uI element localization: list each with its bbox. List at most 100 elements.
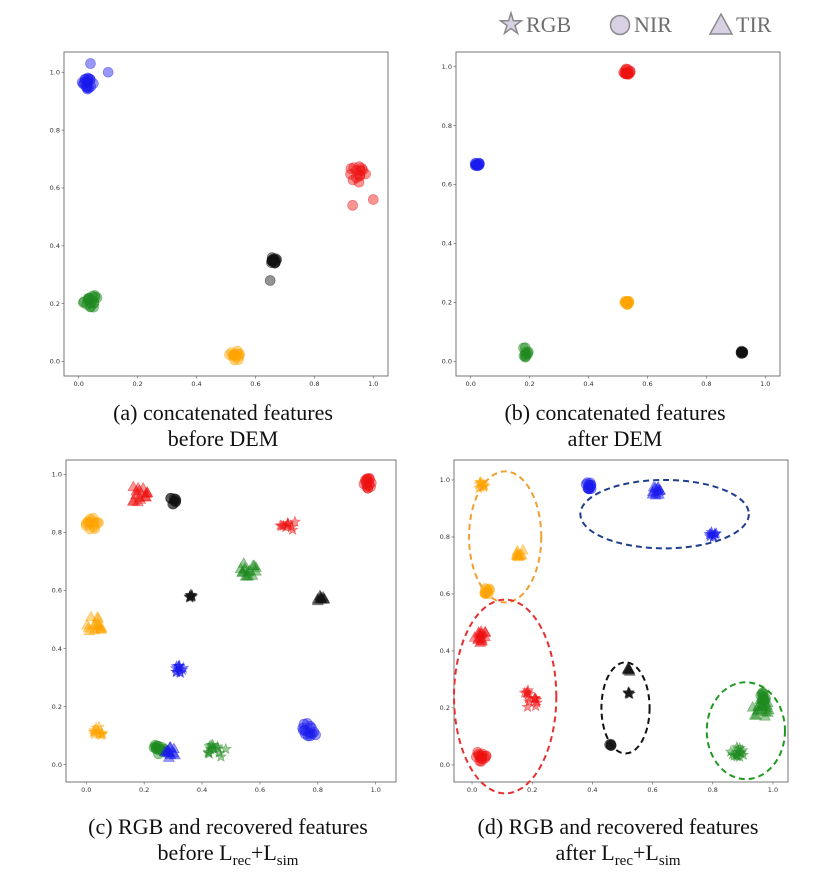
data-point-star	[704, 527, 717, 539]
cluster-blue-triangle	[646, 480, 666, 500]
cluster-green-triangle	[234, 557, 262, 581]
scatter-plot-d: 0.0 0.2 0.4 0.6 0.8 1.0 0.0 0.2 0.4 0.6 0.8 1.0	[440, 459, 789, 795]
x-tick-label: 0.2	[139, 786, 149, 794]
caption-b: (b) concatenated features after DEM	[450, 400, 780, 452]
cluster-orange-star	[87, 720, 109, 741]
cluster-blue-circle	[580, 477, 597, 495]
legend: RGB NIR TIR	[498, 10, 772, 37]
y-tick-label: 1.0	[50, 68, 60, 76]
data-point-circle	[88, 521, 100, 533]
data-point-circle	[304, 730, 316, 742]
data-point-star	[736, 744, 749, 756]
data-point-circle	[79, 73, 91, 85]
y-tick-label: 0.2	[50, 300, 60, 308]
data-point-circle	[298, 718, 310, 730]
cluster-ellipse	[579, 478, 750, 550]
plot-frame	[455, 51, 781, 377]
y-tick-label: 1.0	[52, 471, 62, 479]
data-point-triangle	[750, 708, 763, 720]
y-tick-label: 0.2	[440, 704, 450, 712]
y-tick-label: 0.0	[440, 761, 450, 769]
data-point-star	[214, 750, 228, 762]
cluster-black-triangle	[621, 662, 636, 676]
data-point-triangle	[479, 626, 492, 637]
caption-c-line2: before Lrec+Lsim	[157, 840, 299, 869]
cluster-green-star	[724, 740, 750, 762]
y-tick-label: 0.0	[50, 358, 60, 366]
cluster-orange-circle	[80, 512, 104, 535]
cluster-black-circle	[165, 492, 182, 510]
data-point-circle	[621, 299, 633, 310]
caption-d: (d) RGB and recovered features after Lre…	[448, 814, 788, 874]
y-tick-label: 0.8	[440, 533, 450, 541]
y-tick-label: 0.4	[442, 240, 452, 248]
panel-c: 0.0 0.2 0.4 0.6 0.8 1.0 0.0 0.2 0.4 0.6 0.8 1.0	[52, 459, 397, 799]
data-point-circle	[480, 750, 492, 762]
caption-b-line2: after DEM	[567, 426, 663, 451]
data-point-triangle	[167, 746, 180, 758]
plot-frame	[63, 51, 389, 377]
cluster-black-star	[183, 588, 199, 603]
data-point-triangle	[759, 710, 772, 721]
data-point-star	[92, 727, 106, 740]
data-point-star	[727, 749, 741, 761]
cluster-green-circle	[77, 290, 103, 313]
caption-a-line1: (a) concatenated features	[113, 400, 333, 425]
data-point-triangle	[242, 569, 255, 581]
cluster-green-star	[202, 738, 232, 762]
caption-c: (c) RGB and recovered features before Lr…	[60, 814, 396, 874]
data-point-circle	[82, 82, 93, 93]
data-point-circle	[621, 68, 632, 80]
data-point-circle	[356, 163, 368, 174]
cluster-ellipse	[705, 681, 786, 781]
data-point-triangle	[159, 745, 171, 757]
cluster-red-circle	[618, 63, 636, 80]
legend-label-nir: NIR	[634, 12, 672, 37]
y-tick-label: 1.0	[440, 476, 450, 484]
data-point-circle	[230, 350, 242, 361]
data-point-circle	[362, 473, 373, 485]
plot-frame	[65, 459, 397, 783]
cluster-red-circle	[358, 472, 377, 494]
x-tick-label: 0.6	[642, 380, 652, 388]
cluster-green-circle	[755, 687, 771, 707]
data-point-triangle	[651, 482, 664, 493]
cluster-ellipse	[468, 470, 543, 604]
data-point-circle	[83, 73, 94, 85]
cluster-black-circle	[264, 275, 276, 286]
cluster-black-triangle	[311, 589, 331, 606]
data-point-circle	[266, 255, 278, 267]
data-point-circle	[81, 299, 93, 310]
legend-item-tir: TIR	[708, 12, 772, 37]
panel-a: 0.0 0.2 0.4 0.6 0.8 1.0 0.0 0.2 0.4 0.6 0.8 1.0	[50, 51, 389, 393]
data-point-star	[202, 746, 215, 758]
x-tick-label: 0.6	[250, 380, 260, 388]
cluster-blue-triangle	[159, 741, 181, 762]
data-point-star	[206, 738, 219, 750]
plot-frame	[453, 459, 789, 783]
data-point-circle	[89, 291, 101, 303]
data-point-triangle	[516, 543, 529, 555]
x-tick-label: 0.0	[74, 380, 84, 388]
data-point-circle	[269, 257, 281, 268]
x-tick-label: 0.4	[587, 786, 597, 794]
caption-d-line1: (d) RGB and recovered features	[477, 814, 759, 839]
caption-a-line2: before DEM	[167, 426, 279, 451]
cluster-red-triangle	[126, 480, 154, 507]
data-point-circle	[80, 520, 92, 531]
y-tick-label: 0.6	[440, 590, 450, 598]
data-point-star	[729, 748, 743, 761]
cluster-red-circle	[345, 161, 371, 188]
cluster-black-circle	[266, 252, 283, 269]
x-tick-label: 0.4	[191, 380, 201, 388]
x-tick-label: 0.8	[708, 786, 718, 794]
cluster-blue-star	[169, 659, 190, 679]
data-point-star	[734, 745, 748, 758]
data-point-triangle	[746, 700, 759, 712]
cluster-blue-circle	[297, 718, 321, 742]
data-point-star	[286, 523, 299, 536]
x-tick-label: 0.0	[81, 786, 91, 794]
data-point-star	[528, 691, 541, 704]
data-point-triangle	[248, 559, 261, 571]
x-tick-label: 0.8	[701, 380, 711, 388]
